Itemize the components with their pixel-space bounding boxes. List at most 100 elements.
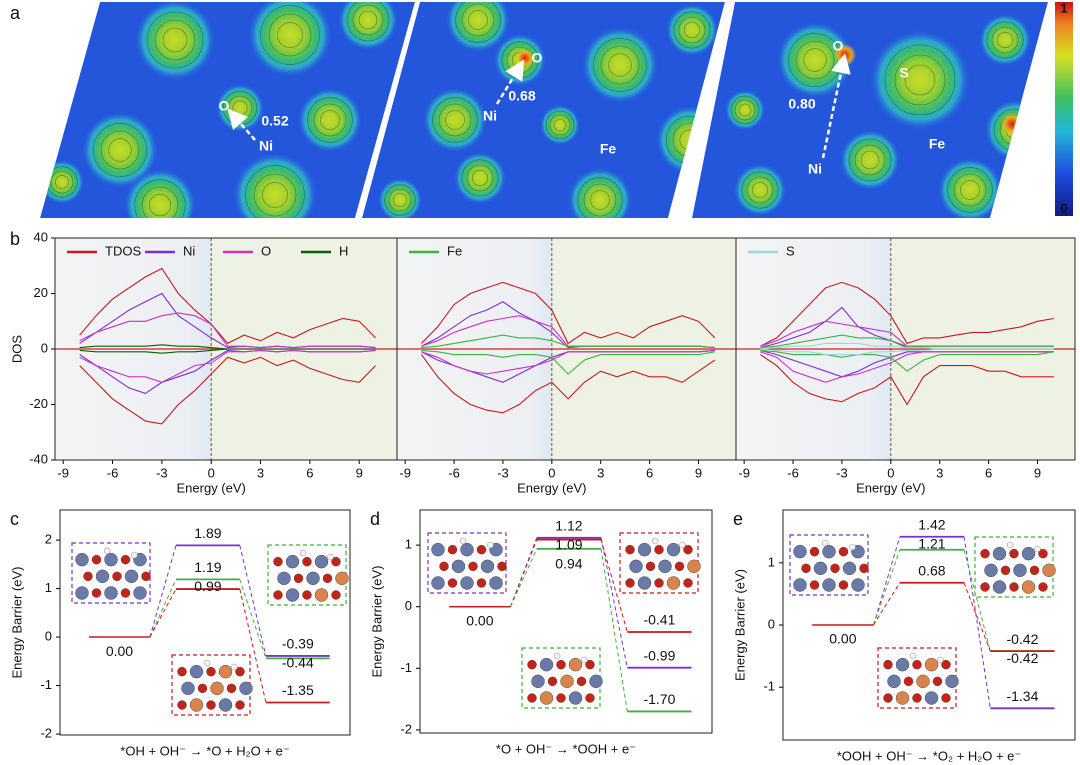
legend-label: Ni [183, 243, 195, 258]
level-label: -0.44 [282, 655, 314, 671]
contour-ring [245, 165, 305, 218]
atom [895, 657, 910, 672]
atom [1021, 580, 1036, 594]
contour-map [40, 2, 415, 218]
contour-ring [683, 21, 701, 39]
contour-ring [141, 186, 179, 218]
map-label: Ni [259, 138, 273, 154]
atom [883, 693, 893, 703]
contour-ring [432, 97, 478, 143]
atom [124, 569, 139, 584]
atom [801, 563, 811, 574]
contour-ring [468, 10, 488, 30]
atom [683, 578, 693, 588]
density-blob [870, 30, 970, 130]
atom [189, 664, 204, 679]
dos-curve [421, 349, 715, 375]
level-label: 1.12 [555, 517, 582, 533]
atom [431, 542, 445, 557]
level-label: 1.89 [194, 525, 221, 541]
contour-ring [991, 26, 1019, 54]
atom [197, 683, 208, 694]
y-tick-label: 0 [41, 340, 48, 355]
level-label: 0.68 [918, 562, 945, 578]
contour-ring [904, 64, 936, 96]
contour-ring [848, 138, 892, 182]
atom [916, 674, 930, 689]
atom [637, 542, 652, 557]
bond-arrow [495, 59, 525, 105]
contour-ring [894, 54, 946, 106]
atom [980, 548, 990, 559]
x-axis-label: Energy (eV) [517, 480, 586, 495]
level-label: 1.21 [918, 535, 945, 551]
atom [547, 676, 558, 687]
atom [327, 553, 334, 561]
atom [447, 578, 458, 588]
dos-curve [421, 334, 715, 349]
legend-label: H [339, 243, 348, 258]
atom [459, 537, 467, 545]
y-tick-label: 40 [34, 229, 48, 244]
atom [625, 578, 635, 588]
contour-ring [100, 130, 140, 170]
atom [235, 700, 245, 710]
x-tick-label: -9 [57, 465, 69, 480]
atom [984, 563, 998, 578]
atom [859, 563, 869, 574]
legend-label: O [261, 243, 271, 258]
contour-ring [320, 110, 340, 130]
contour-map [362, 2, 725, 218]
atom [1034, 545, 1041, 553]
atom [218, 664, 233, 679]
connector [600, 537, 628, 668]
atom [177, 700, 187, 710]
atom [335, 571, 349, 586]
x-tick-label: 3 [936, 465, 943, 480]
atom [581, 656, 588, 664]
atom [932, 676, 943, 687]
dos-curve [79, 348, 376, 354]
contour-ring [986, 21, 1024, 59]
y-tick-label: 2 [45, 532, 52, 547]
x-tick-label: 6 [306, 465, 313, 480]
atom [658, 559, 672, 574]
atom [476, 544, 487, 555]
y-tick-label: -1 [763, 679, 775, 694]
contour-ring [678, 16, 706, 44]
atom [285, 588, 300, 602]
atom [273, 556, 283, 567]
dos-curve [79, 312, 376, 349]
panel-label: e [733, 509, 743, 529]
atom [447, 544, 458, 555]
atom [314, 554, 329, 569]
atom [651, 537, 659, 545]
contour-ring [55, 175, 69, 189]
atom [181, 681, 195, 696]
dos-curve [420, 354, 716, 414]
dos-curve [760, 349, 1054, 372]
dos-curve [79, 267, 376, 345]
contour-ring [277, 22, 303, 48]
atom [299, 549, 307, 557]
y-tick-label: 0 [45, 628, 52, 643]
dos-curve [79, 349, 376, 383]
y-axis-label: DOS [9, 335, 24, 364]
contour-ring [738, 103, 752, 117]
contour-ring [162, 27, 188, 53]
contour-ring [268, 13, 312, 57]
atom [937, 656, 944, 664]
y-tick-label: -1 [40, 677, 52, 692]
contour-ring [260, 5, 320, 65]
level-label: 0.94 [555, 555, 582, 571]
atom [189, 698, 204, 712]
atom [306, 571, 320, 586]
y-tick-label: -20 [29, 396, 48, 411]
atom [568, 691, 583, 705]
contour-ring [388, 188, 412, 212]
panel-label: a [10, 3, 21, 23]
contour-ring [593, 38, 647, 92]
contour-ring [50, 170, 74, 194]
atom [439, 561, 449, 572]
dos-curve [421, 281, 716, 345]
